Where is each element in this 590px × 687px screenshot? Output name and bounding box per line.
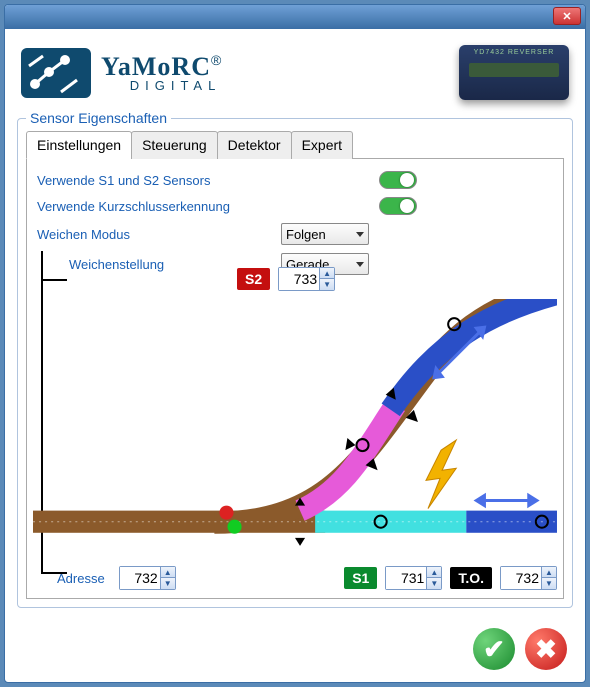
chevron-down-icon (356, 232, 364, 237)
toggle-use-s1s2[interactable] (379, 171, 417, 189)
header: YaMoRC® DIGITAL YD7432 REVERSER (17, 37, 573, 104)
spin-adresse-value[interactable] (120, 567, 160, 589)
badge-to: T.O. (450, 567, 492, 589)
brand-logo-icon (21, 48, 91, 98)
ok-button[interactable]: ✔ (473, 628, 515, 670)
spin-s1-value[interactable] (386, 567, 426, 589)
spin-up-icon[interactable]: ▲ (161, 567, 175, 578)
spin-to-value[interactable] (501, 567, 541, 589)
spin-up-icon[interactable]: ▲ (320, 268, 334, 279)
cross-icon: ✖ (535, 634, 557, 665)
brand-registered: ® (211, 52, 221, 68)
spin-s2[interactable]: ▲▼ (278, 267, 335, 291)
tab-detektor[interactable]: Detektor (217, 131, 292, 159)
badge-s1: S1 (344, 567, 377, 589)
label-use-short: Verwende Kurzschlusserkennung (37, 199, 247, 214)
tab-expert[interactable]: Expert (291, 131, 353, 159)
spin-s1[interactable]: ▲▼ (385, 566, 442, 590)
cancel-button[interactable]: ✖ (525, 628, 567, 670)
check-icon: ✔ (483, 634, 505, 665)
close-icon: ✕ (562, 10, 571, 23)
titlebar: ✕ (5, 5, 585, 29)
combo-weichen-modus-value: Folgen (286, 227, 326, 242)
tabpage-einstellungen: Verwende S1 und S2 Sensors Verwende Kurz… (26, 159, 564, 599)
label-weichen-modus: Weichen Modus (37, 227, 247, 242)
label-weichenstellung: Weichenstellung (37, 257, 247, 272)
product-image: YD7432 REVERSER (459, 45, 569, 100)
combo-weichen-modus[interactable]: Folgen (281, 223, 369, 245)
spin-up-icon[interactable]: ▲ (427, 567, 441, 578)
badge-s2: S2 (237, 268, 270, 290)
tabs: Einstellungen Steuerung Detektor Expert (26, 130, 564, 159)
sensor-properties-group: Sensor Eigenschaften Einstellungen Steue… (17, 110, 573, 608)
spin-down-icon[interactable]: ▼ (427, 578, 441, 589)
spin-s2-value[interactable] (279, 268, 319, 290)
spin-down-icon[interactable]: ▼ (161, 578, 175, 589)
label-adresse: Adresse (57, 571, 105, 586)
chevron-down-icon (356, 262, 364, 267)
product-label: YD7432 REVERSER (459, 49, 569, 56)
tab-einstellungen[interactable]: Einstellungen (26, 131, 132, 159)
window-close-button[interactable]: ✕ (553, 7, 581, 25)
track-diagram (33, 299, 557, 551)
toggle-use-short[interactable] (379, 197, 417, 215)
spin-adresse[interactable]: ▲▼ (119, 566, 176, 590)
brand-name: YaMoRC (101, 52, 211, 81)
spin-down-icon[interactable]: ▼ (320, 279, 334, 290)
tab-steuerung[interactable]: Steuerung (131, 131, 218, 159)
spin-down-icon[interactable]: ▼ (542, 578, 556, 589)
label-use-s1s2: Verwende S1 und S2 Sensors (37, 173, 247, 188)
spin-up-icon[interactable]: ▲ (542, 567, 556, 578)
group-title: Sensor Eigenschaften (26, 110, 171, 126)
spin-to[interactable]: ▲▼ (500, 566, 557, 590)
